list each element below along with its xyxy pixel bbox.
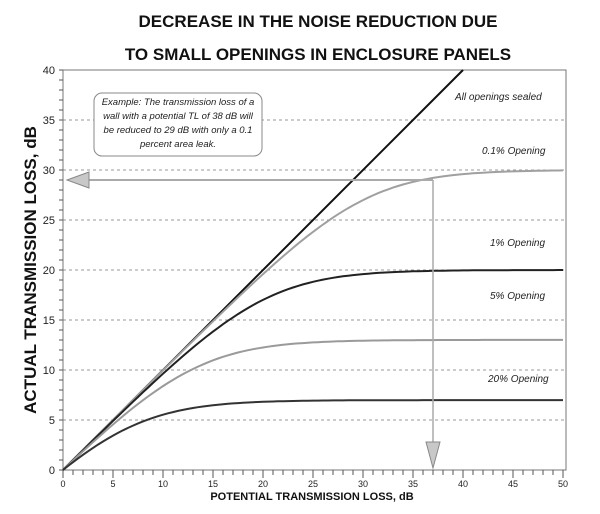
example-note: Example: The transmission loss of a wall… (93, 92, 263, 157)
y-tick-label: 15 (43, 315, 55, 327)
y-tick-label: 20 (43, 265, 55, 277)
note-line-2: wall with a potential TL of 38 dB will (103, 111, 254, 122)
x-axis-label: POTENTIAL TRANSMISSION LOSS, dB (210, 491, 413, 503)
y-tick-label: 5 (49, 415, 55, 427)
series-line-4 (62, 399, 563, 471)
x-tick-label: 30 (358, 479, 368, 489)
y-tick-label: 25 (43, 215, 55, 227)
x-tick-label: 0 (60, 479, 65, 489)
series-label-0: All openings sealed (454, 92, 542, 103)
note-line-3: be reduced to 29 dB with only a 0.1 (104, 125, 253, 136)
x-tick-label: 5 (110, 479, 115, 489)
x-tick-label: 40 (458, 479, 468, 489)
series-label-3: 5% Opening (490, 291, 545, 302)
y-tick-label: 35 (43, 115, 55, 127)
x-tick-label: 45 (508, 479, 518, 489)
x-tick-label: 25 (308, 479, 318, 489)
note-line-1: Example: The transmission loss of a (102, 97, 255, 108)
y-axis-label: ACTUAL TRANSMISSION LOSS, dB (21, 126, 40, 414)
series-label-1: 0.1% Opening (482, 146, 546, 157)
down-arrowhead-icon (425, 441, 441, 470)
x-tick-label: 10 (158, 479, 168, 489)
series-label-4: 20% Opening (487, 374, 549, 385)
x-tick-label: 35 (408, 479, 418, 489)
x-tick-label: 20 (258, 479, 268, 489)
y-tick-label: 40 (43, 65, 55, 77)
y-tick-label: 10 (43, 365, 55, 377)
series-lines (62, 69, 564, 471)
x-tick-label: 50 (558, 479, 568, 489)
series-line-3 (62, 338, 563, 471)
example-arrows (65, 171, 441, 470)
note-line-4: percent area leak. (139, 139, 216, 150)
y-tick-label: 30 (43, 165, 55, 177)
series-line-1 (62, 169, 564, 471)
axis-ticks: 0 5 10 15 20 25 30 35 40 0 5 10 15 20 25 30 35 40 45 50 (43, 65, 568, 489)
series-label-2: 1% Opening (490, 238, 545, 249)
left-arrowhead-icon (65, 171, 90, 189)
chart-title-line-2: TO SMALL OPENINGS IN ENCLOSURE PANELS (125, 45, 511, 64)
x-tick-label: 15 (208, 479, 218, 489)
series-line-2 (62, 269, 563, 471)
chart-title-line-1: DECREASE IN THE NOISE REDUCTION DUE (139, 12, 498, 31)
series-labels: All openings sealed 0.1% Opening 1% Openin… (454, 92, 549, 385)
y-tick-label: 0 (49, 465, 55, 477)
